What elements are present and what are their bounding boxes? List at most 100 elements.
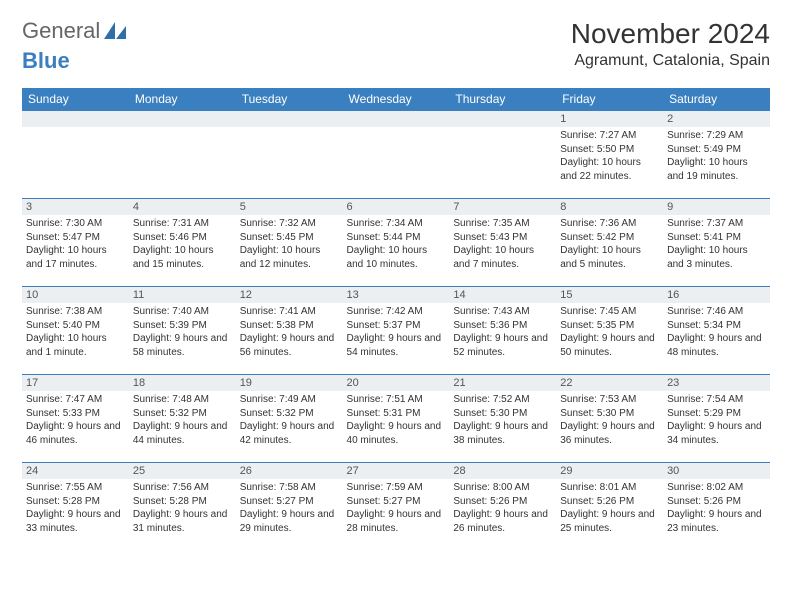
week-row: 17Sunrise: 7:47 AMSunset: 5:33 PMDayligh…: [22, 375, 770, 463]
day-cell: [129, 111, 236, 199]
day-header: Thursday: [449, 88, 556, 111]
day-number: 27: [343, 463, 450, 479]
day-body: Sunrise: 7:37 AMSunset: 5:41 PMDaylight:…: [663, 215, 770, 275]
day-number: 24: [22, 463, 129, 479]
day-body: [236, 127, 343, 133]
day-cell: 2Sunrise: 7:29 AMSunset: 5:49 PMDaylight…: [663, 111, 770, 199]
day-body: Sunrise: 7:51 AMSunset: 5:31 PMDaylight:…: [343, 391, 450, 451]
day-number: [236, 111, 343, 127]
day-number: [129, 111, 236, 127]
day-cell: 11Sunrise: 7:40 AMSunset: 5:39 PMDayligh…: [129, 287, 236, 375]
day-body: Sunrise: 7:53 AMSunset: 5:30 PMDaylight:…: [556, 391, 663, 451]
day-number: 18: [129, 375, 236, 391]
week-row: 10Sunrise: 7:38 AMSunset: 5:40 PMDayligh…: [22, 287, 770, 375]
day-cell: 29Sunrise: 8:01 AMSunset: 5:26 PMDayligh…: [556, 463, 663, 551]
day-cell: 9Sunrise: 7:37 AMSunset: 5:41 PMDaylight…: [663, 199, 770, 287]
day-body: Sunrise: 8:00 AMSunset: 5:26 PMDaylight:…: [449, 479, 556, 539]
day-cell: 10Sunrise: 7:38 AMSunset: 5:40 PMDayligh…: [22, 287, 129, 375]
day-header: Saturday: [663, 88, 770, 111]
day-cell: [449, 111, 556, 199]
calendar-table: SundayMondayTuesdayWednesdayThursdayFrid…: [22, 88, 770, 551]
day-body: Sunrise: 7:45 AMSunset: 5:35 PMDaylight:…: [556, 303, 663, 363]
day-body: Sunrise: 7:47 AMSunset: 5:33 PMDaylight:…: [22, 391, 129, 451]
day-header: Monday: [129, 88, 236, 111]
day-number: 7: [449, 199, 556, 215]
day-body: Sunrise: 7:55 AMSunset: 5:28 PMDaylight:…: [22, 479, 129, 539]
day-body: Sunrise: 7:49 AMSunset: 5:32 PMDaylight:…: [236, 391, 343, 451]
day-body: Sunrise: 7:54 AMSunset: 5:29 PMDaylight:…: [663, 391, 770, 451]
day-number: 3: [22, 199, 129, 215]
day-body: Sunrise: 7:35 AMSunset: 5:43 PMDaylight:…: [449, 215, 556, 275]
logo: General: [22, 18, 128, 44]
day-body: [22, 127, 129, 133]
day-cell: 21Sunrise: 7:52 AMSunset: 5:30 PMDayligh…: [449, 375, 556, 463]
week-row: 24Sunrise: 7:55 AMSunset: 5:28 PMDayligh…: [22, 463, 770, 551]
day-body: Sunrise: 7:27 AMSunset: 5:50 PMDaylight:…: [556, 127, 663, 187]
day-header: Wednesday: [343, 88, 450, 111]
day-number: 22: [556, 375, 663, 391]
day-header-row: SundayMondayTuesdayWednesdayThursdayFrid…: [22, 88, 770, 111]
day-body: Sunrise: 7:29 AMSunset: 5:49 PMDaylight:…: [663, 127, 770, 187]
day-cell: 13Sunrise: 7:42 AMSunset: 5:37 PMDayligh…: [343, 287, 450, 375]
day-header: Friday: [556, 88, 663, 111]
day-number: 25: [129, 463, 236, 479]
day-number: 15: [556, 287, 663, 303]
day-body: Sunrise: 7:43 AMSunset: 5:36 PMDaylight:…: [449, 303, 556, 363]
day-body: Sunrise: 7:34 AMSunset: 5:44 PMDaylight:…: [343, 215, 450, 275]
day-body: Sunrise: 7:36 AMSunset: 5:42 PMDaylight:…: [556, 215, 663, 275]
day-body: Sunrise: 7:32 AMSunset: 5:45 PMDaylight:…: [236, 215, 343, 275]
day-cell: 25Sunrise: 7:56 AMSunset: 5:28 PMDayligh…: [129, 463, 236, 551]
day-number: 11: [129, 287, 236, 303]
day-body: Sunrise: 7:38 AMSunset: 5:40 PMDaylight:…: [22, 303, 129, 363]
day-number: 21: [449, 375, 556, 391]
day-cell: 7Sunrise: 7:35 AMSunset: 5:43 PMDaylight…: [449, 199, 556, 287]
day-body: Sunrise: 7:56 AMSunset: 5:28 PMDaylight:…: [129, 479, 236, 539]
day-cell: 27Sunrise: 7:59 AMSunset: 5:27 PMDayligh…: [343, 463, 450, 551]
day-number: [449, 111, 556, 127]
day-number: [22, 111, 129, 127]
day-number: 29: [556, 463, 663, 479]
day-cell: 16Sunrise: 7:46 AMSunset: 5:34 PMDayligh…: [663, 287, 770, 375]
day-number: 30: [663, 463, 770, 479]
day-number: 1: [556, 111, 663, 127]
day-cell: 28Sunrise: 8:00 AMSunset: 5:26 PMDayligh…: [449, 463, 556, 551]
day-number: 19: [236, 375, 343, 391]
day-number: 10: [22, 287, 129, 303]
day-cell: 30Sunrise: 8:02 AMSunset: 5:26 PMDayligh…: [663, 463, 770, 551]
day-body: Sunrise: 7:31 AMSunset: 5:46 PMDaylight:…: [129, 215, 236, 275]
day-body: Sunrise: 7:52 AMSunset: 5:30 PMDaylight:…: [449, 391, 556, 451]
logo-sail-icon: [104, 22, 126, 40]
day-body: Sunrise: 8:01 AMSunset: 5:26 PMDaylight:…: [556, 479, 663, 539]
day-number: 2: [663, 111, 770, 127]
day-body: Sunrise: 7:48 AMSunset: 5:32 PMDaylight:…: [129, 391, 236, 451]
day-cell: 20Sunrise: 7:51 AMSunset: 5:31 PMDayligh…: [343, 375, 450, 463]
day-body: Sunrise: 7:59 AMSunset: 5:27 PMDaylight:…: [343, 479, 450, 539]
day-body: Sunrise: 7:42 AMSunset: 5:37 PMDaylight:…: [343, 303, 450, 363]
day-cell: 19Sunrise: 7:49 AMSunset: 5:32 PMDayligh…: [236, 375, 343, 463]
day-number: 13: [343, 287, 450, 303]
day-cell: 15Sunrise: 7:45 AMSunset: 5:35 PMDayligh…: [556, 287, 663, 375]
day-body: Sunrise: 7:58 AMSunset: 5:27 PMDaylight:…: [236, 479, 343, 539]
day-cell: 6Sunrise: 7:34 AMSunset: 5:44 PMDaylight…: [343, 199, 450, 287]
day-body: Sunrise: 8:02 AMSunset: 5:26 PMDaylight:…: [663, 479, 770, 539]
day-number: 8: [556, 199, 663, 215]
day-cell: 23Sunrise: 7:54 AMSunset: 5:29 PMDayligh…: [663, 375, 770, 463]
day-body: Sunrise: 7:40 AMSunset: 5:39 PMDaylight:…: [129, 303, 236, 363]
day-body: Sunrise: 7:30 AMSunset: 5:47 PMDaylight:…: [22, 215, 129, 275]
calendar-body: 1Sunrise: 7:27 AMSunset: 5:50 PMDaylight…: [22, 111, 770, 551]
day-number: 9: [663, 199, 770, 215]
day-header: Tuesday: [236, 88, 343, 111]
week-row: 1Sunrise: 7:27 AMSunset: 5:50 PMDaylight…: [22, 111, 770, 199]
week-row: 3Sunrise: 7:30 AMSunset: 5:47 PMDaylight…: [22, 199, 770, 287]
day-cell: 8Sunrise: 7:36 AMSunset: 5:42 PMDaylight…: [556, 199, 663, 287]
day-cell: 18Sunrise: 7:48 AMSunset: 5:32 PMDayligh…: [129, 375, 236, 463]
day-body: [343, 127, 450, 133]
day-body: Sunrise: 7:41 AMSunset: 5:38 PMDaylight:…: [236, 303, 343, 363]
day-number: 16: [663, 287, 770, 303]
day-body: Sunrise: 7:46 AMSunset: 5:34 PMDaylight:…: [663, 303, 770, 363]
day-header: Sunday: [22, 88, 129, 111]
day-number: 14: [449, 287, 556, 303]
day-number: 17: [22, 375, 129, 391]
page-title: November 2024: [571, 18, 770, 50]
day-cell: 3Sunrise: 7:30 AMSunset: 5:47 PMDaylight…: [22, 199, 129, 287]
